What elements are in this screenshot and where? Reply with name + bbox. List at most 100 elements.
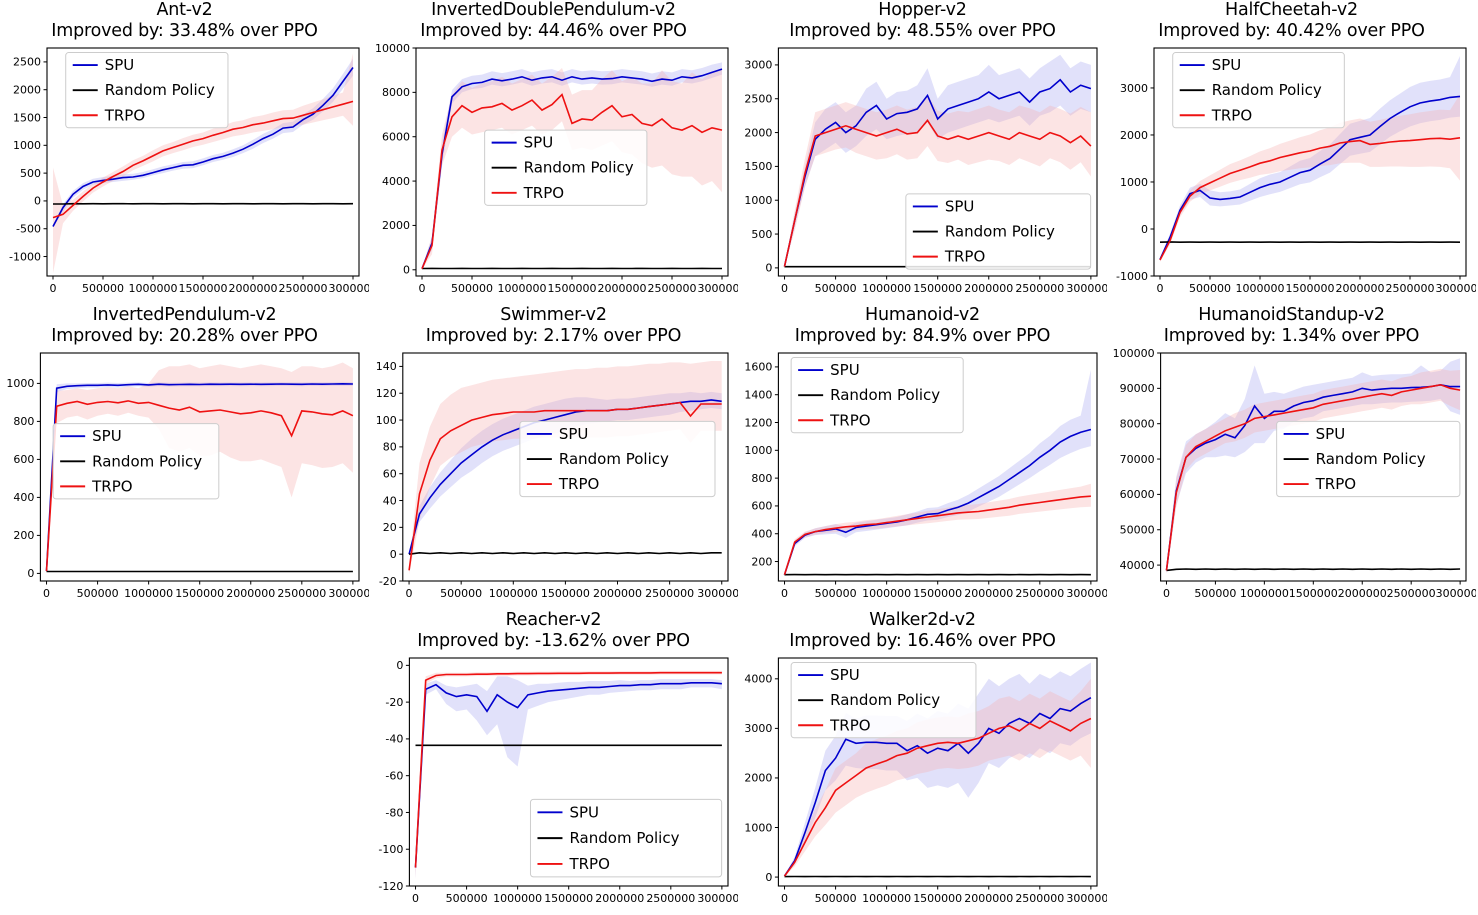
y-tick-label: 6000 [382,131,410,144]
panel-title: Hopper-v2 Improved by: 48.55% over PPO [738,0,1107,42]
confidence-band [422,68,722,270]
x-tick-label: 1500000 [541,587,590,600]
x-tick-label: 1000000 [124,587,173,600]
plot-area: 0 200 400 600 800 1000 0 500000 1000000 1500000 20… [6,352,369,600]
series-line [783,717,1092,877]
legend-label: TRPO [104,106,145,124]
legend-box [905,193,1092,270]
panel-title-env: Humanoid-v2 [865,305,980,325]
legend[interactable]: SPU Random Policy TRPO [1276,420,1461,498]
y-tick-label: -1000 [9,250,41,263]
legend-label: Random Policy [569,829,679,847]
legend-box [790,662,977,739]
x-tick-label: 2500000 [646,892,695,905]
panel-title-env: InvertedDoublePendulum-v2 [431,0,676,20]
y-tick-label: -1000 [1116,270,1148,283]
x-tick-label: 3000000 [328,587,369,600]
y-tick-label: 400 [751,528,772,541]
y-tick-label: 400 [13,491,34,504]
legend-label: TRPO [1211,106,1252,124]
legend[interactable]: SPU Random Policy TRPO [790,662,977,739]
y-tick-label: -80 [385,806,403,819]
panel-title: Ant-v2 Improved by: 33.48% over PPO [0,0,369,42]
x-tick-label: 500000 [1189,282,1231,295]
x-tick-label: 1000000 [489,587,538,600]
confidence-band [784,369,1091,576]
x-tick-label: 1000000 [129,282,178,295]
y-tick-label: 1000 [6,377,34,390]
x-tick-label: 500000 [815,282,857,295]
series-line [1166,568,1461,572]
y-tick-label: 1000 [744,194,772,207]
panel-title-env: Walker2d-v2 [869,610,976,630]
legend-box [519,420,716,498]
x-tick-label: 2500000 [277,587,326,600]
x-tick-label: 0 [1163,587,1170,600]
legend[interactable]: SPU Random Policy TRPO [1172,52,1345,129]
legend[interactable]: SPU Random Policy TRPO [529,798,723,878]
x-tick-label: 2000000 [964,587,1013,600]
x-tick-label: 500000 [451,282,493,295]
series-line [1159,137,1461,261]
series-line [783,78,1092,267]
x-tick-label: 2500000 [1386,282,1435,295]
y-tick-label: 1500 [744,160,772,173]
y-tick-label: 0 [34,195,41,208]
y-tick-label: 2000 [744,126,772,139]
x-tick-label: 2000000 [1338,587,1387,600]
y-tick-label: 2500 [744,93,772,106]
chart-panel: Reacher-v2 Improved by: -13.62% over PPO -… [369,610,738,915]
y-tick-label: -500 [16,223,41,236]
x-tick-label: 1000000 [862,892,911,905]
x-tick-label: 0 [1157,282,1164,295]
y-tick-label: 1000 [1120,176,1148,189]
series-line [52,100,354,219]
x-tick-label: 1000000 [1240,587,1289,600]
series-line [408,401,722,571]
x-tick-label: 1500000 [179,282,228,295]
panel-title-improvement: Improved by: 20.28% over PPO [51,326,318,346]
legend-label: Random Policy [830,386,940,404]
confidence-band [1166,368,1461,574]
x-tick-label: 500000 [82,282,124,295]
confidence-band [1160,94,1460,262]
y-tick-label: 1600 [744,361,772,374]
series-line [783,495,1091,575]
y-tick-label: 0 [1141,223,1148,236]
y-tick-label: 1000 [744,821,772,834]
y-tick-label: 1500 [13,111,41,124]
legend[interactable]: SPU Random Policy TRPO [905,193,1092,270]
y-tick-label: 70000 [1120,453,1155,466]
legend[interactable]: SPU Random Policy TRPO [65,52,229,129]
x-tick-label: 3000000 [1066,587,1107,600]
x-tick-label: 500000 [77,587,119,600]
chart-panel: Ant-v2 Improved by: 33.48% over PPO -1000 -… [0,0,369,305]
x-tick-label: 2000000 [595,892,644,905]
panel-title-improvement: Improved by: 48.55% over PPO [789,21,1056,41]
chart-panel: Swimmer-v2 Improved by: 2.17% over PPO -20… [369,305,738,610]
legend[interactable]: SPU Random Policy TRPO [52,423,220,500]
series-line [1165,383,1461,571]
legend[interactable]: SPU Random Policy TRPO [790,357,964,434]
y-tick-label: 800 [13,415,34,428]
y-tick-label: 1400 [744,389,772,402]
legend-box [52,423,220,500]
legend[interactable]: SPU Random Policy TRPO [519,420,716,498]
y-tick-label: -60 [385,769,403,782]
x-tick-label: 2000000 [226,587,275,600]
panel-title-env: InvertedPendulum-v2 [92,305,277,325]
y-tick-label: 4000 [382,175,410,188]
plot-area: 200 400 600 800 1000 1200 1400 1600 0 500000 10000… [744,352,1107,600]
confidence-band [1160,56,1460,261]
x-tick-label: 1500000 [913,587,962,600]
y-tick-label: 120 [376,387,397,400]
y-tick-label: 60000 [1120,488,1155,501]
legend[interactable]: SPU Random Policy TRPO [484,129,648,206]
panel-title: HalfCheetah-v2 Improved by: 40.42% over P… [1107,0,1476,42]
series-line [421,93,723,270]
y-tick-label: 20 [383,521,397,534]
y-tick-label: 500 [20,167,41,180]
y-tick-label: 3000 [744,59,772,72]
